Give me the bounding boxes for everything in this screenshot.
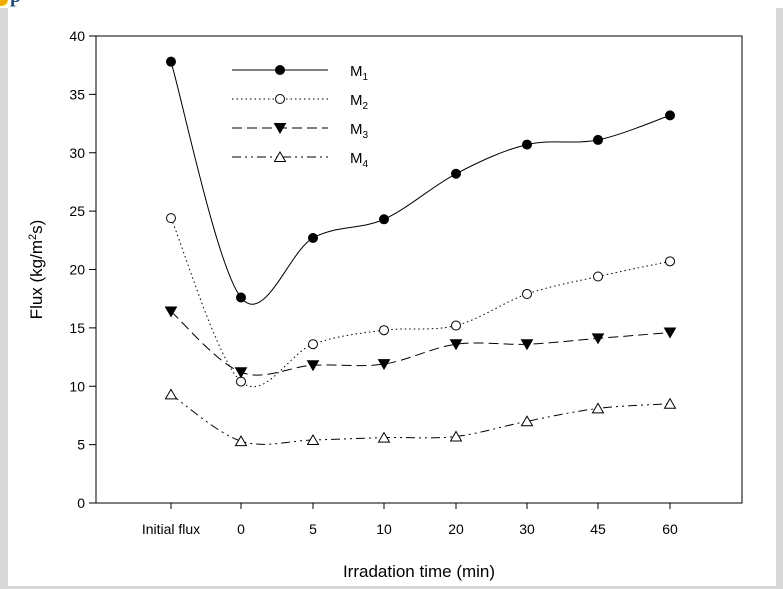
data-point: [591, 402, 605, 414]
data-point: [306, 360, 320, 372]
data-point: [665, 110, 675, 121]
y-tick-label: 20: [69, 262, 85, 278]
y-axis-title: Flux (kg/m2s): [27, 220, 46, 320]
data-point: [166, 56, 176, 67]
data-point: [236, 292, 246, 303]
data-point: [379, 214, 389, 225]
plot-panel: [8, 8, 776, 586]
series-line: [170, 217, 671, 388]
x-tick-label: 60: [662, 521, 678, 537]
series-layer: [164, 56, 677, 447]
y-tick-label: 15: [69, 320, 85, 336]
data-point: [379, 325, 389, 336]
x-tick-label: Initial flux: [142, 521, 200, 537]
x-tick-label: 20: [448, 521, 464, 537]
y-tick-label: 5: [77, 437, 85, 453]
data-point: [377, 359, 391, 371]
y-tick-label: 25: [69, 203, 85, 219]
y-tick-label: 35: [69, 86, 85, 102]
plot-area-border: [95, 35, 743, 504]
data-point: [522, 139, 532, 150]
x-tick-label: 10: [376, 521, 392, 537]
legend-swatch-marker: [275, 94, 285, 104]
data-point: [166, 213, 176, 224]
series-line: [170, 394, 671, 445]
data-point: [593, 271, 603, 282]
data-point: [236, 376, 246, 387]
legend-item-m4: M4: [232, 150, 369, 170]
legend-swatch-marker: [273, 123, 287, 134]
data-point: [308, 232, 318, 243]
data-point: [234, 367, 248, 379]
data-point: [306, 433, 320, 445]
x-axis-title: Irradation time (min): [343, 562, 495, 581]
legend-swatch-marker: [273, 151, 287, 162]
x-tick-label: 45: [590, 521, 606, 537]
page-title-fragment: p: [10, 0, 21, 6]
series-m1: [166, 56, 675, 305]
y-tick-label: 0: [77, 495, 85, 511]
data-point: [593, 134, 603, 145]
legend-item-m2: M2: [232, 92, 369, 112]
axes: 0 5 10 15 20 25 30 35 40 Initial flux 0 5 10 20 30 45 60: [69, 28, 743, 537]
data-point: [234, 435, 248, 447]
y-tick-label: 30: [69, 145, 85, 161]
series-line: [170, 311, 671, 376]
legend-swatch-marker: [275, 65, 285, 75]
data-point: [377, 431, 391, 443]
data-point: [663, 397, 677, 409]
data-point: [451, 168, 461, 179]
legend-label: M2: [350, 92, 369, 112]
data-point: [308, 339, 318, 350]
data-point: [451, 320, 461, 331]
data-point: [164, 306, 178, 318]
series-m2: [166, 213, 675, 388]
y-tick-label: 10: [69, 378, 85, 394]
legend-item-m1: M1: [232, 63, 369, 83]
data-point: [663, 327, 677, 339]
data-point: [449, 430, 463, 442]
data-point: [449, 339, 463, 351]
series-line: [170, 61, 671, 305]
legend-label: M1: [350, 63, 369, 83]
legend-label: M4: [350, 150, 369, 170]
legend: M1 M2 M3 M4: [232, 63, 369, 170]
data-point: [665, 256, 675, 267]
x-tick-label: 30: [519, 521, 535, 537]
top-strip: [0, 0, 783, 8]
data-point: [520, 339, 534, 351]
series-m4: [164, 388, 677, 447]
data-point: [520, 415, 534, 427]
legend-item-m3: M3: [232, 121, 369, 141]
data-point: [522, 289, 532, 300]
data-point: [591, 333, 605, 345]
data-point: [164, 388, 178, 400]
corner-badge: [0, 0, 8, 6]
legend-label: M3: [350, 121, 369, 141]
y-tick-label: 40: [69, 28, 85, 44]
x-tick-label: 0: [237, 521, 245, 537]
series-m3: [164, 306, 677, 379]
x-tick-label: 5: [309, 521, 317, 537]
